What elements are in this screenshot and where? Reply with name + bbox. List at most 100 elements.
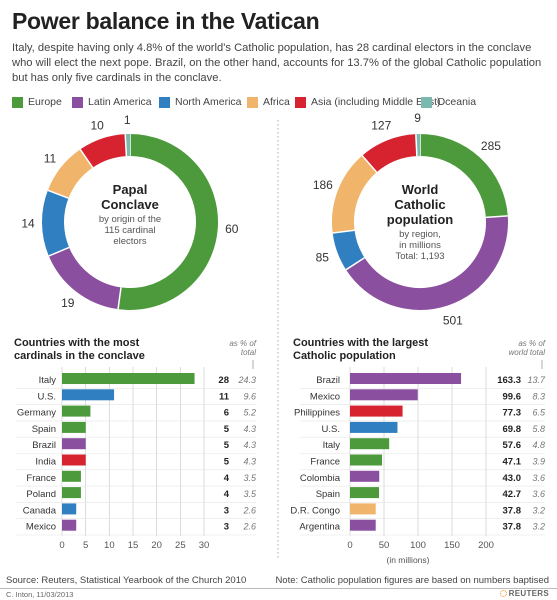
bar-category-label: Colombia — [300, 473, 341, 484]
bar-argentina — [350, 519, 376, 531]
slice-separator — [485, 215, 508, 219]
bar-value-label: 5 — [224, 457, 230, 468]
bar-pct-label: 2.6 — [242, 505, 256, 515]
bar-chart-title: Countries with the largest — [293, 337, 428, 349]
bar-mexico — [350, 389, 418, 401]
donut-center-title: Catholic — [394, 197, 445, 212]
donut-slice-africa — [332, 155, 377, 233]
bar-value-label: 69.8 — [503, 424, 522, 435]
x-tick-label: 50 — [379, 540, 390, 551]
x-tick-label: 100 — [410, 540, 426, 551]
slice-separator — [47, 189, 69, 199]
pct-header: total — [241, 348, 256, 357]
reuters-logo: REUTERS — [499, 589, 549, 598]
bar-value-label: 77.3 — [503, 408, 522, 419]
bar-pct-label: 6.5 — [532, 408, 546, 418]
donut-center-title: World — [402, 182, 439, 197]
reuters-wordmark: REUTERS — [508, 589, 549, 598]
bar-d-r-congo — [350, 503, 376, 515]
bar-category-label: Brazil — [32, 440, 56, 451]
x-tick-label: 20 — [151, 540, 162, 551]
slice-separator — [332, 229, 355, 234]
donut-slice-north-america — [332, 229, 365, 270]
donut-center-title: population — [387, 212, 453, 227]
donut-center-title: Conclave — [101, 197, 159, 212]
bar-category-label: U.S. — [322, 424, 340, 435]
slice-value-label: 285 — [481, 139, 501, 153]
donut-center-subtitle: by region, — [399, 229, 441, 240]
x-tick-label: 200 — [478, 540, 494, 551]
slice-value-label: 11 — [44, 152, 57, 166]
bar-category-label: Italy — [323, 440, 341, 451]
chart-title: Power balance in the Vatican — [12, 8, 320, 34]
donut-center-subtitle: by origin of the — [99, 214, 161, 225]
bar-value-label: 47.1 — [503, 457, 522, 468]
legend-swatch — [421, 97, 432, 108]
footer: Source: Reuters, Statistical Yearbook of… — [0, 573, 557, 600]
bar-value-label: 3 — [224, 522, 229, 533]
bar-pct-label: 13.7 — [527, 375, 546, 385]
bar-canada — [62, 503, 77, 515]
slice-separator — [117, 287, 122, 310]
source-note: Source: Reuters, Statistical Yearbook of… — [6, 575, 247, 586]
slice-value-label: 14 — [21, 216, 35, 230]
bar-category-label: Brazil — [316, 375, 340, 386]
bar-pct-label: 3.2 — [532, 505, 545, 515]
bar-value-label: 28 — [218, 375, 229, 386]
bar-pct-label: 8.3 — [532, 391, 545, 401]
bar-chart-title: Catholic population — [293, 350, 396, 362]
slice-value-label: 1 — [124, 113, 131, 127]
slice-separator — [361, 155, 378, 173]
bar-value-label: 11 — [219, 391, 230, 402]
x-tick-label: 15 — [128, 540, 139, 551]
slice-value-label: 19 — [61, 296, 75, 310]
x-axis-label: (in millions) — [387, 555, 430, 565]
donut-slice-north-america — [42, 190, 70, 256]
bar-pct-label: 4.3 — [243, 424, 256, 434]
donut-slice-latin-america — [48, 247, 122, 310]
bar-value-label: 5 — [224, 440, 230, 451]
bar-chart-title: cardinals in the conclave — [14, 350, 145, 362]
bar-category-label: Spain — [32, 424, 56, 435]
slice-separator — [48, 246, 70, 257]
slice-value-label: 501 — [443, 314, 463, 328]
bar-chart-title: Countries with the most — [14, 337, 140, 349]
bar-pct-label: 2.6 — [242, 522, 256, 532]
bar-category-label: Italy — [39, 375, 57, 386]
donut-slice-africa — [47, 149, 94, 199]
bar-value-label: 37.8 — [503, 522, 522, 533]
x-tick-label: 30 — [199, 540, 210, 551]
bar-pct-label: 5.2 — [243, 408, 256, 418]
legend-label: Europe — [28, 96, 62, 108]
bar-u-s — [350, 421, 398, 433]
slice-separator — [415, 134, 418, 157]
pct-header: as % of — [518, 339, 545, 348]
footer-rule — [0, 588, 557, 589]
bar-category-label: Spain — [316, 489, 340, 500]
bar-category-label: Germany — [17, 408, 56, 419]
x-tick-label: 5 — [83, 540, 88, 551]
bar-value-label: 4 — [224, 473, 230, 484]
legend-swatch — [12, 97, 23, 108]
slice-value-label: 10 — [90, 118, 104, 132]
bar-france — [62, 470, 81, 482]
x-tick-label: 10 — [104, 540, 115, 551]
bar-colombia — [350, 470, 380, 482]
donut-center-title: Papal — [113, 182, 148, 197]
x-tick-label: 0 — [347, 540, 352, 551]
donut-slice-europe — [118, 134, 218, 310]
bar-category-label: France — [26, 473, 56, 484]
bar-pct-label: 24.3 — [237, 375, 256, 385]
pct-header: world total — [509, 348, 546, 357]
donut-slice-asia-including-middle-east — [362, 134, 418, 173]
legend-label: Asia (including Middle East) — [311, 96, 441, 108]
bar-pct-label: 3.5 — [243, 473, 257, 483]
slice-separator — [79, 148, 94, 168]
bar-category-label: U.S. — [38, 391, 56, 402]
chart-subtitle: Italy, despite having only 4.8% of the w… — [12, 42, 542, 84]
footnote: Note: Catholic population figures are ba… — [275, 575, 549, 586]
legend-swatch — [72, 97, 83, 108]
legend-label: Latin America — [88, 96, 152, 108]
